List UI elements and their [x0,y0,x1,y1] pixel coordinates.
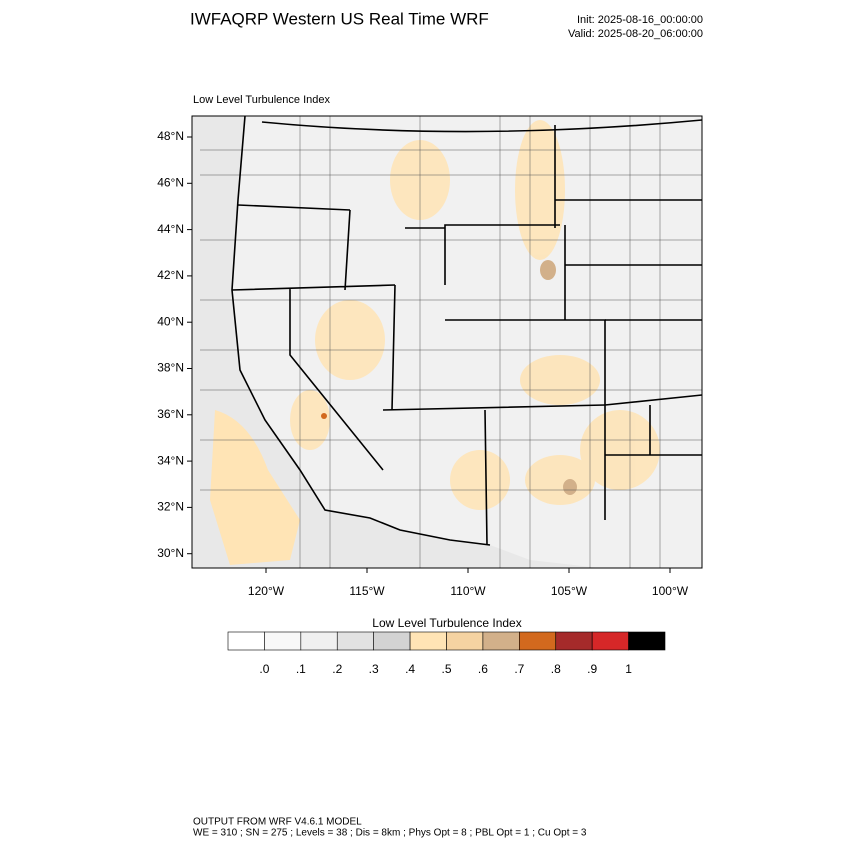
turbulence-peaks [540,260,577,495]
colorbar: .0 .1 .2 .3 .4 .5 .6 .7 .8 .9 1 [227,631,666,676]
lat-tick-label: 48°N [157,129,184,143]
map-axes: 48°N 46°N 44°N 42°N 40°N 38°N 36°N 34°N 32°N 30°N… [157,129,689,598]
lat-tick-label: 38°N [157,361,184,375]
colorbar-label: .0 [259,662,269,676]
colorbar-box [336,631,374,651]
colorbar-box [482,631,520,651]
lon-tick-label: 120°W [248,584,285,598]
colorbar-box [555,631,593,651]
colorbar-box [300,631,338,651]
colorbar-box [628,631,666,651]
lat-tick-label: 32°N [157,500,184,514]
colorbar-label: .1 [296,662,306,676]
colorbar-label: .8 [551,662,561,676]
colorbar-box [446,631,484,651]
lat-tick-label: 40°N [157,314,184,328]
lat-tick-label: 42°N [157,268,184,282]
colorbar-box [264,631,302,651]
lon-tick-label: 105°W [551,584,588,598]
lon-tick-label: 115°W [349,584,385,598]
lat-tick-label: 34°N [157,453,184,467]
footer-line: OUTPUT FROM WRF V4.6.1 MODEL [193,817,362,828]
colorbar-box [373,631,411,651]
lon-tick-label: 110°W [450,584,486,598]
valid-time: Valid: 2025-08-20_06:00:00 [568,28,703,40]
county-grid [200,116,702,568]
turbulence-peak [321,413,327,419]
turbulence-area [210,410,300,565]
colorbar-label: .4 [405,662,415,676]
lon-tick-label: 100°W [652,584,689,598]
lat-tick-label: 44°N [157,222,184,236]
footer-line: WE = 310 ; SN = 275 ; Levels = 38 ; Dis … [193,828,587,839]
init-time: Init: 2025-08-16_00:00:00 [577,14,703,26]
colorbar-box [591,631,629,651]
map [191,115,703,569]
colorbar-box [227,631,265,651]
colorbar-label: .5 [441,662,451,676]
colorbar-label: .6 [478,662,488,676]
title: IWFAQRP Western US Real Time WRF [190,9,489,28]
map-frame [191,115,703,569]
colorbar-box [519,631,557,651]
colorbar-title: Low Level Turbulence Index [372,616,521,630]
lat-tick-label: 36°N [157,407,184,421]
colorbar-label: .3 [369,662,379,676]
colorbar-label: .9 [587,662,597,676]
state-borders [231,116,702,546]
lat-tick-label: 46°N [157,175,184,189]
lat-tick-label: 30°N [157,546,184,560]
map-label: Low Level Turbulence Index [193,94,330,106]
turbulence-areas [290,120,660,510]
colorbar-label: .2 [332,662,342,676]
colorbar-label: 1 [625,662,632,676]
colorbar-box [409,631,447,651]
colorbar-label: .7 [514,662,524,676]
